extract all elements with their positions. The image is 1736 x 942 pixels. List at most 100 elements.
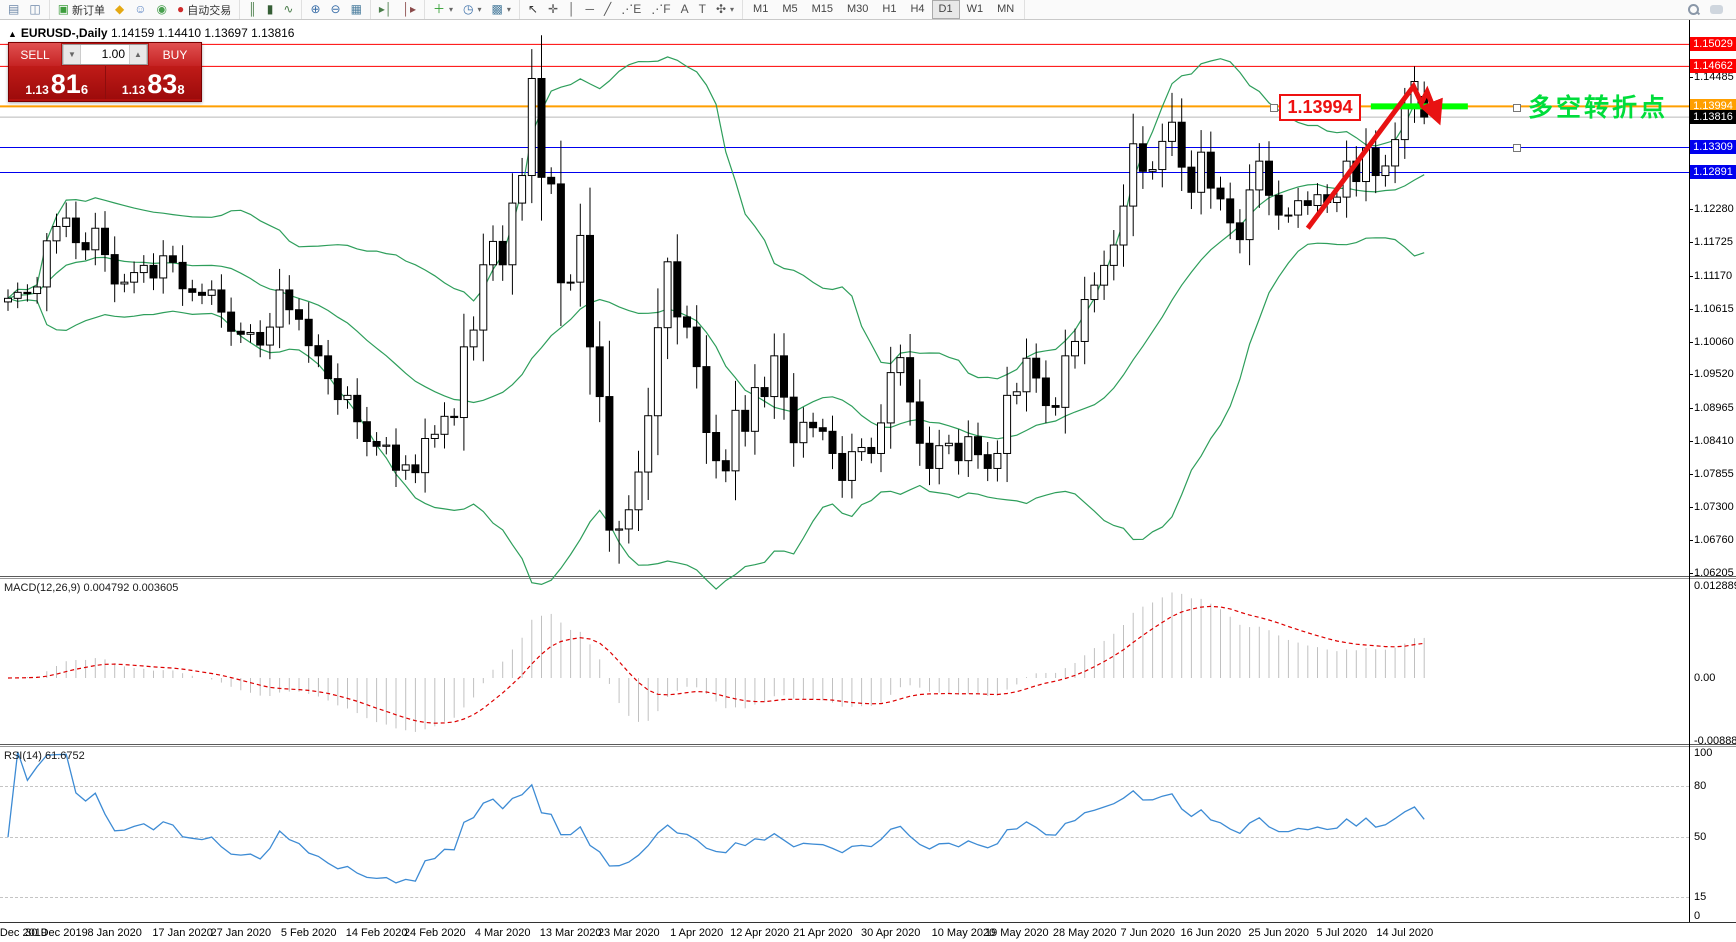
signals-button[interactable]: ◉ (152, 0, 172, 19)
profiles-icon: ◫ (29, 2, 41, 16)
line-chart-type-button[interactable]: ∿ (278, 0, 298, 19)
rsi-pane-separator-2 (0, 746, 1736, 747)
date-label: 21 Apr 2020 (793, 927, 853, 939)
date-label: 7 Jun 2020 (1120, 927, 1175, 939)
macd-main-value: 0.004792 (83, 582, 130, 594)
zoom-out-icon: ⊖ (330, 2, 341, 16)
cursor-tool-button[interactable]: ↖ (523, 0, 543, 19)
blue-line-handle[interactable] (1513, 144, 1521, 152)
rsi-axis-label: 15 (1694, 890, 1707, 903)
timeframe-m1[interactable]: M1 (753, 3, 769, 15)
zoom-out-button[interactable]: ⊖ (326, 0, 346, 19)
new-order-button[interactable]: ▣ 新订单 (53, 0, 110, 19)
sell-price[interactable]: 1.13 81 6 (9, 66, 106, 99)
market-button[interactable]: ◆ (110, 0, 129, 19)
callout-anchor-handle[interactable] (1270, 104, 1278, 112)
tile-windows-button[interactable]: ▦ (346, 0, 367, 19)
orange-line-handle[interactable] (1513, 104, 1521, 112)
timeframe-mn[interactable]: MN (997, 3, 1015, 15)
sell-price-prefix: 1.13 (25, 83, 49, 97)
crosshair-tool-button[interactable]: ✛ (543, 0, 563, 19)
text-tool-button[interactable]: A (676, 0, 694, 19)
new-chart-button[interactable]: ▤ (3, 0, 24, 19)
price-tick: 1.08410 (1694, 434, 1734, 447)
symbol-name: EURUSD-,Daily (20, 26, 108, 40)
buy-button[interactable]: BUY (149, 43, 201, 66)
date-label: 5 Jul 2020 (1316, 927, 1368, 939)
cn-annotation-text[interactable]: 多空转折点 (1528, 94, 1669, 122)
macd-pane (7, 592, 1425, 732)
rsi-value: 61.6752 (44, 750, 85, 762)
bar-chart-type-button[interactable]: ║ (243, 0, 262, 19)
volume-value[interactable]: 1.00 (101, 47, 125, 61)
volume-increase-button[interactable]: ▲ (129, 45, 147, 64)
price-tick: 1.10615 (1694, 302, 1734, 315)
price-callout-box[interactable]: 1.13994 (1279, 94, 1361, 121)
vline-tool-button[interactable]: │ (563, 0, 581, 19)
zoom-in-button[interactable]: ⊕ (305, 0, 325, 19)
volume-decrease-button[interactable]: ▼ (63, 45, 81, 64)
buy-price[interactable]: 1.13 83 8 (105, 66, 201, 99)
trendline-tool-button[interactable]: ╱ (599, 0, 616, 19)
periods-clock-button[interactable]: ◷ ▾ (458, 0, 487, 19)
search-button[interactable] (1683, 0, 1705, 19)
timeframe-w1[interactable]: W1 (966, 3, 984, 15)
indicators-add-icon: ＋ (432, 2, 445, 16)
price-tick: 1.06760 (1694, 533, 1734, 546)
timeframe-d1[interactable]: D1 (931, 0, 960, 19)
chat-icon (1710, 5, 1723, 14)
hline-tool-button[interactable]: ─ (581, 0, 600, 19)
symbol-ohlc-label: ▲ EURUSD-,Daily 1.14159 1.14410 1.13697 1… (8, 26, 294, 40)
arrows-tool-button[interactable]: ✣ ▾ (711, 0, 739, 19)
sell-button[interactable]: SELL (9, 43, 61, 66)
indicators-add-button[interactable]: ＋ ▾ (428, 0, 458, 19)
timeframe-h4[interactable]: H4 (910, 3, 925, 15)
toolbar-group-trade: ▣ 新订单 ◆ ☺ ◉ ● 自动交易 (50, 0, 241, 19)
timeframe-m15[interactable]: M15 (811, 3, 834, 15)
macd-pane-separator[interactable] (0, 576, 1736, 577)
rsi-axis-label: 100 (1694, 747, 1713, 759)
chart-shift-button[interactable]: │▸ (397, 0, 421, 19)
profiles-button[interactable]: ◫ (24, 0, 45, 19)
arrows-tool-caret-icon[interactable]: ▾ (730, 5, 735, 14)
timeframe-m5[interactable]: M5 (782, 3, 798, 15)
candle-chart-type-button[interactable]: ▮ (262, 0, 279, 19)
rsi-pane-separator[interactable] (0, 744, 1736, 745)
label-tool-button[interactable]: T (694, 0, 711, 19)
templates-button[interactable]: ▩ ▾ (487, 0, 516, 19)
collapse-panel-icon[interactable]: ▲ (8, 29, 17, 39)
community-button[interactable]: ☺ (129, 0, 151, 19)
tile-windows-icon: ▦ (350, 2, 362, 16)
buy-price-prefix: 1.13 (121, 83, 146, 97)
templates-caret-icon[interactable]: ▾ (506, 5, 511, 14)
price-tick: 1.12280 (1694, 203, 1734, 216)
date-axis-line (0, 922, 1736, 923)
price-tick-mark (1689, 539, 1693, 541)
auto-scroll-icon: ▸│ (378, 2, 393, 16)
toolbar-group-draw: ↖ ✛ │ ─ ╱ ⋰E ⋰F A T ✣ ▾ (520, 0, 744, 19)
price-tick: 1.07855 (1694, 468, 1734, 481)
equidistant-tool-icon: ⋰E (621, 2, 642, 16)
arrows-tool-icon: ✣ (715, 2, 727, 16)
price-tick-mark (1689, 507, 1693, 509)
toolbar-group-chart: ▤ ◫ (0, 0, 50, 19)
rsi-axis-label: 50 (1694, 831, 1707, 844)
equidistant-tool-button[interactable]: ⋰E (616, 0, 646, 19)
timeframe-h1[interactable]: H1 (882, 3, 897, 15)
date-label: 10 May 2020 (931, 927, 996, 939)
autotrading-button[interactable]: ● 自动交易 (172, 0, 236, 19)
indicators-add-caret-icon[interactable]: ▾ (449, 5, 454, 14)
price-tick: 1.07300 (1694, 501, 1734, 514)
horizontal-level-lines[interactable] (0, 43, 1689, 173)
toolbar-group-charttype: ║ ▮ ∿ (240, 0, 303, 19)
chat-button[interactable] (1705, 0, 1728, 19)
zoom-in-icon: ⊕ (310, 2, 321, 16)
auto-scroll-button[interactable]: ▸│ (374, 0, 398, 19)
timeframe-m30[interactable]: M30 (847, 3, 869, 15)
community-icon: ☺ (134, 2, 147, 16)
fibonacci-tool-button[interactable]: ⋰F (646, 0, 675, 19)
periods-clock-caret-icon[interactable]: ▾ (477, 5, 482, 14)
periods-clock-icon: ◷ (463, 2, 474, 16)
price-tick-mark (1689, 209, 1693, 211)
